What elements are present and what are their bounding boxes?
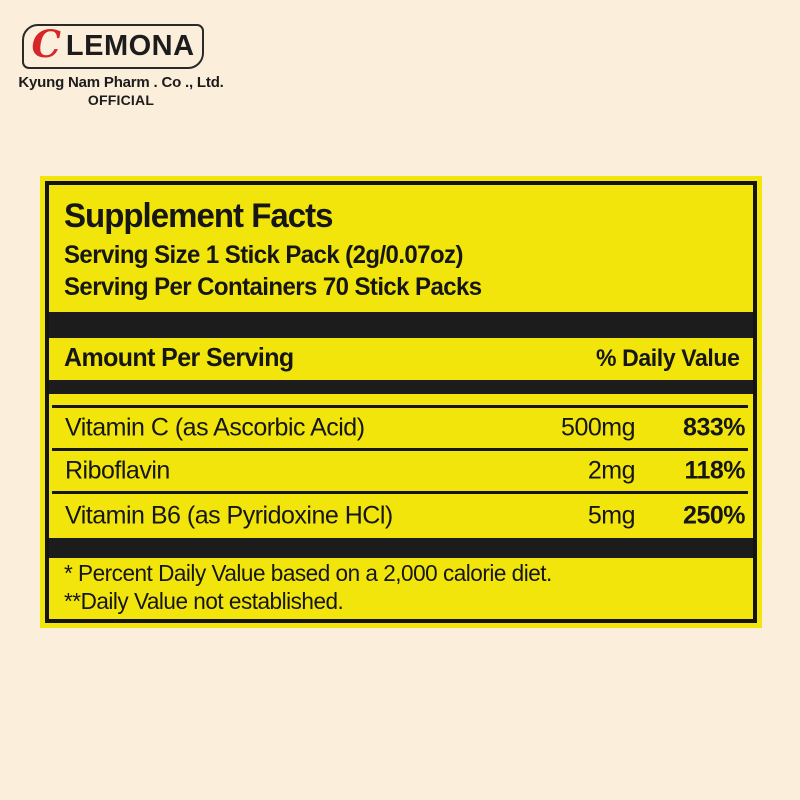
nutrient-name: Riboflavin — [65, 456, 170, 485]
nutrient-amount: 2mg — [587, 456, 636, 485]
lemona-logo-text: LEMONA — [65, 30, 195, 62]
serving-size-line: Serving Size 1 Stick Pack (2g/0.07oz) — [64, 241, 463, 269]
nutrient-amount: 500mg — [561, 413, 635, 442]
divider-bar-thick-top — [49, 312, 753, 338]
table-row: Riboflavin 2mg 118% — [52, 451, 748, 494]
divider-bar-medium — [49, 380, 753, 394]
divider-bar-thick-bottom — [49, 538, 753, 558]
nutrient-daily-value: 250% — [683, 501, 745, 530]
servings-per-container-line: Serving Per Containers 70 Stick Packs — [64, 273, 482, 301]
nutrient-daily-value: 833% — [683, 413, 745, 442]
daily-value-header: % Daily Value — [596, 345, 740, 372]
nutrient-name: Vitamin B6 (as Pyridoxine HCl) — [65, 501, 393, 530]
supplement-facts-panel: Supplement Facts Serving Size 1 Stick Pa… — [40, 176, 762, 628]
nutrient-table: Vitamin C (as Ascorbic Acid) 500mg 833% … — [52, 405, 748, 538]
lemona-logo: C LEMONA — [22, 24, 204, 69]
company-name: Kyung Nam Pharm . Co ., Ltd. — [18, 74, 224, 91]
column-header-row: Amount Per Serving % Daily Value — [64, 342, 740, 373]
table-row: Vitamin B6 (as Pyridoxine HCl) 5mg 250% — [52, 494, 748, 538]
nutrient-daily-value: 118% — [684, 456, 745, 485]
nutrient-name: Vitamin C (as Ascorbic Acid) — [65, 413, 365, 442]
nutrient-amount: 5mg — [587, 501, 636, 530]
panel-title: Supplement Facts — [64, 197, 334, 235]
footnote-daily-value: * Percent Daily Value based on a 2,000 c… — [64, 560, 552, 586]
amount-per-serving-header: Amount Per Serving — [64, 342, 294, 372]
lemona-c-icon: C — [31, 22, 61, 66]
footnote-not-established: **Daily Value not established. — [64, 588, 344, 614]
official-label: OFFICIAL — [87, 92, 155, 108]
brand-block: C LEMONA Kyung Nam Pharm . Co ., Ltd. OF… — [15, 24, 227, 108]
table-row: Vitamin C (as Ascorbic Acid) 500mg 833% — [52, 408, 748, 451]
